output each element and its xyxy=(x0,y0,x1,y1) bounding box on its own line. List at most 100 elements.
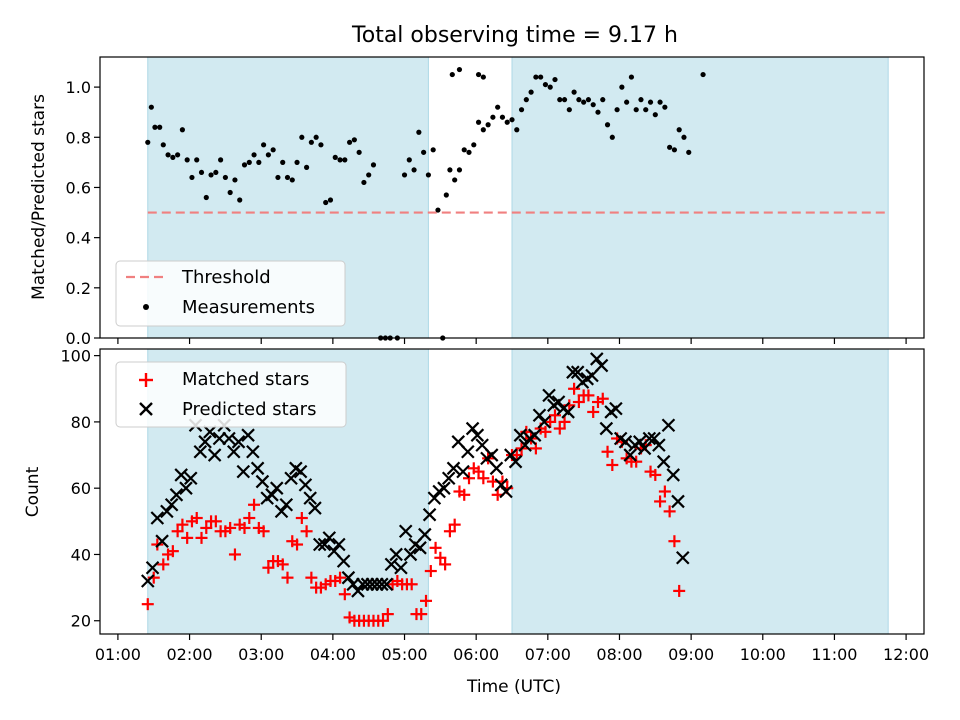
count-y-tick-label: 60 xyxy=(71,479,91,498)
matched-star-point xyxy=(157,558,170,571)
count-y-tick-label: 100 xyxy=(60,347,91,366)
measurement-point xyxy=(561,97,568,103)
predicted-star-point xyxy=(599,421,614,436)
measurement-point xyxy=(581,99,587,105)
x-tick-label: 04:00 xyxy=(310,645,356,664)
predicted-star-point xyxy=(341,570,356,585)
predicted-star-point xyxy=(150,511,165,525)
measurement-point xyxy=(547,84,553,90)
ratio-y-tick-label: 0.0 xyxy=(66,329,91,348)
measurement-point xyxy=(270,147,276,153)
predicted-star-point xyxy=(642,431,657,446)
measurement-point xyxy=(490,114,496,120)
measurement-point xyxy=(323,199,329,206)
matched-star-point xyxy=(472,465,485,478)
legend-threshold-label: Threshold xyxy=(181,267,271,288)
predicted-star-point xyxy=(590,352,604,366)
predicted-star-point xyxy=(255,474,270,489)
measurement-point xyxy=(456,167,463,173)
measurement-point xyxy=(284,174,291,181)
count-y-tick-label: 40 xyxy=(71,545,91,564)
matched-star-point xyxy=(181,531,194,544)
predicted-star-point xyxy=(274,504,289,519)
predicted-star-point xyxy=(351,584,365,598)
predicted-star-point xyxy=(504,448,518,462)
measurement-point xyxy=(585,97,592,103)
matched-star-point xyxy=(377,614,390,627)
predicted-star-point xyxy=(145,560,160,575)
matched-star-point xyxy=(463,472,476,485)
predicted-star-point xyxy=(332,537,346,552)
matched-star-point xyxy=(281,571,294,584)
measurement-point xyxy=(366,172,372,178)
predicted-star-point xyxy=(513,428,528,442)
x-tick-label: 08:00 xyxy=(596,645,642,664)
predicted-star-point xyxy=(508,454,523,469)
predicted-star-point xyxy=(293,464,308,479)
predicted-star-point xyxy=(312,537,327,552)
matched-star-point xyxy=(171,525,184,538)
measurement-point xyxy=(528,89,534,95)
measurement-point xyxy=(275,174,281,181)
predicted-star-point xyxy=(532,408,547,423)
legend-matched-label: Matched stars xyxy=(182,369,309,390)
predicted-star-point xyxy=(413,541,427,555)
measurement-point xyxy=(425,172,432,178)
matched-star-point xyxy=(548,409,561,422)
x-tick-label: 06:00 xyxy=(453,645,499,664)
measurement-point xyxy=(523,97,529,103)
matched-star-point xyxy=(572,396,585,409)
predicted-star-point xyxy=(160,504,174,519)
predicted-star-point xyxy=(246,444,260,459)
predicted-star-point xyxy=(169,488,184,502)
matched-star-point xyxy=(539,425,552,438)
measurement-point xyxy=(700,71,706,78)
measurement-point xyxy=(509,117,515,123)
ratio-ylabel: Matched/Predicted stars xyxy=(29,94,49,300)
predicted-star-point xyxy=(231,435,246,449)
predicted-star-point xyxy=(461,444,475,459)
measurement-point xyxy=(148,104,154,110)
measurement-point xyxy=(299,134,305,140)
measurement-point xyxy=(571,89,577,95)
measurement-point xyxy=(337,157,343,163)
matched-star-point xyxy=(434,551,447,564)
matched-star-point xyxy=(601,445,614,458)
matched-star-point xyxy=(606,458,619,471)
predicted-star-point xyxy=(298,478,313,492)
measurement-point xyxy=(619,84,625,90)
predicted-star-point xyxy=(527,428,542,442)
measurement-point xyxy=(447,167,453,173)
measurement-point xyxy=(261,142,267,148)
measurement-point xyxy=(351,137,357,143)
predicted-star-point xyxy=(570,365,585,379)
ratio-y-tick-label: 0.8 xyxy=(66,128,91,147)
ratio-panel: 0.0 0.2 0.4 0.6 0.8 1.0 xyxy=(66,56,925,348)
matched-star-point xyxy=(424,565,437,578)
predicted-star-point xyxy=(241,428,255,442)
x-tick-label: 03:00 xyxy=(238,645,284,664)
x-tick-label: 09:00 xyxy=(668,645,714,664)
measurement-point xyxy=(657,99,663,105)
measurement-point xyxy=(294,159,300,165)
predicted-star-point xyxy=(675,551,690,565)
predicted-star-point xyxy=(647,431,661,446)
measurement-point xyxy=(480,74,486,80)
measurement-point xyxy=(318,142,324,148)
measurement-point xyxy=(145,139,151,145)
measurement-point xyxy=(590,102,596,108)
measurement-point xyxy=(538,74,544,80)
ratio-axes-frame xyxy=(99,56,925,339)
matched-star-point xyxy=(300,525,313,538)
legend-measurement-swatch xyxy=(143,304,149,310)
x-tick-label: 01:00 xyxy=(95,645,141,664)
predicted-star-point xyxy=(222,431,236,446)
matched-star-point xyxy=(596,392,609,405)
matched-star-point xyxy=(243,512,256,525)
predicted-star-point xyxy=(394,560,408,575)
matched-star-point xyxy=(305,571,318,584)
chart-title: Total observing time = 9.17 h xyxy=(351,23,678,48)
matched-star-point xyxy=(429,541,442,554)
predicted-star-point xyxy=(671,494,685,509)
